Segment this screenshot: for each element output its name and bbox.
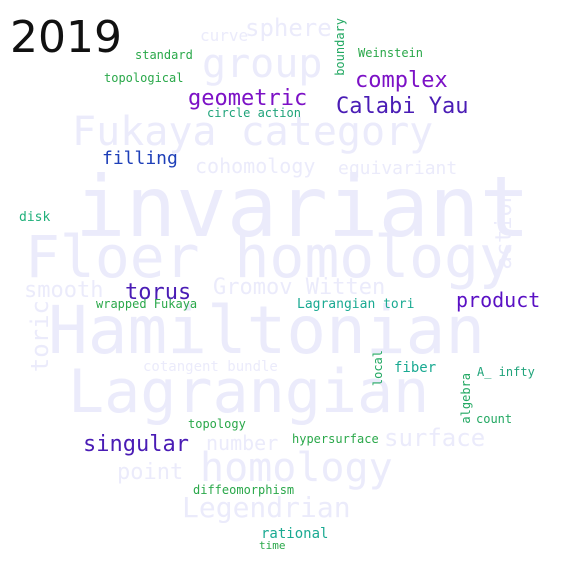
word-lagrangian-tori: Lagrangian tori (297, 297, 415, 312)
word-point: point (117, 460, 184, 485)
word-diffeomorphism: diffeomorphism (193, 483, 295, 497)
word-wrapped-fukaya: wrapped Fukaya (96, 297, 198, 311)
word-invariant: invariant (75, 158, 531, 256)
word-filling: filling (102, 148, 178, 169)
word-geometric: geometric (188, 86, 308, 111)
word-torus: torus (125, 280, 192, 305)
word-circle-action: circle action (207, 106, 301, 120)
word-cotangent-bundle: cotangent bundle (143, 359, 278, 375)
word-topology: topology (188, 417, 246, 431)
word-floer-homology: Floer homology (25, 223, 514, 291)
word-toric: toric (26, 300, 54, 373)
word-boundary: boundary (333, 18, 347, 76)
word-number: number (206, 431, 279, 455)
word-disk: disk (19, 210, 51, 225)
word-lagrangian: Lagrangian (68, 357, 430, 427)
word-fukaya-category: Fukaya category (72, 109, 434, 155)
word-rational: rational (261, 526, 329, 542)
word-hamiltonian: Hamiltonian (48, 292, 486, 369)
word-sphere: sphere (245, 14, 332, 42)
word-smooth: smooth (24, 278, 104, 303)
word-homology: homology (200, 445, 393, 491)
word-group: group (202, 41, 323, 87)
word-local: local (371, 350, 385, 387)
word-product: product (456, 288, 541, 312)
word-time: time (259, 539, 286, 552)
word-a-infty: A_ infty (477, 365, 535, 379)
word-calabi-yau: Calabi Yau (336, 94, 469, 119)
word-topological: topological (104, 71, 184, 85)
word-surface: surface (384, 424, 486, 452)
word-equivariant: equivariant (338, 158, 458, 179)
word-fiber: fiber (394, 360, 437, 376)
word-count: count (476, 412, 513, 426)
word-action: action (492, 190, 517, 270)
word-weinstein: Weinstein (358, 46, 424, 60)
word-curve: curve (200, 26, 249, 45)
word-complex: complex (355, 68, 448, 93)
year-label: 2019 (10, 12, 122, 63)
word-hypersurface: hypersurface (292, 432, 379, 446)
word-legendrian: Legendrian (182, 491, 351, 524)
word-standard: standard (135, 48, 193, 62)
word-gromov-witten: Gromov Witten (213, 275, 386, 300)
word-singular: singular (83, 432, 189, 457)
word-algebra: algebra (459, 373, 473, 424)
word-cohomology: cohomology (195, 154, 316, 178)
